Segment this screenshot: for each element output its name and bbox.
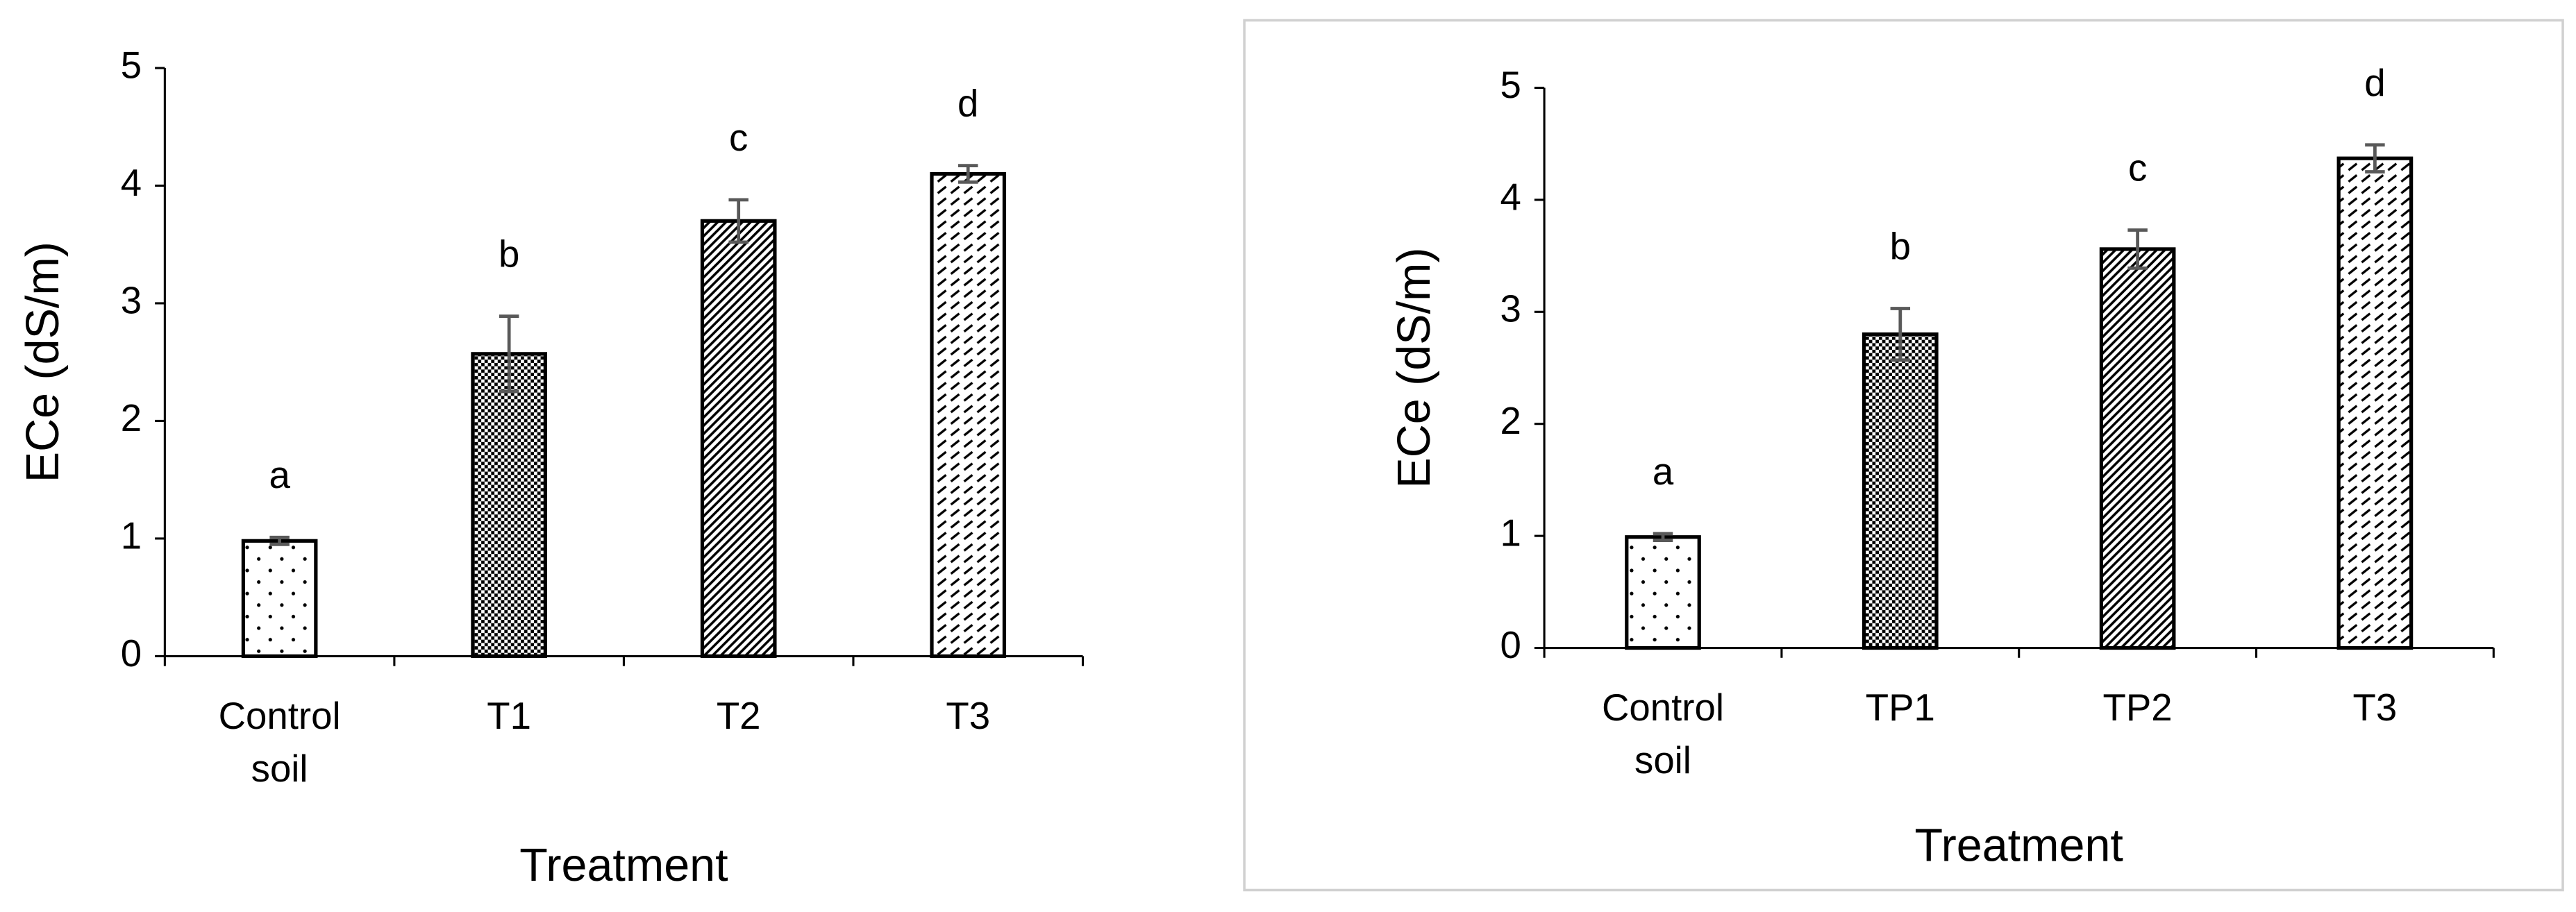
x-tick-label: T3: [946, 693, 991, 737]
annotation: d: [957, 83, 978, 125]
x-tick-label-box: T2: [574, 689, 903, 742]
error-bar: [728, 198, 748, 244]
bar: [471, 352, 547, 659]
x-tick-label-box: Control soil: [1498, 681, 1828, 786]
y-axis-title: ECe (dS/m): [1389, 247, 1440, 488]
bar: [1862, 332, 1939, 650]
error-bar: [1890, 307, 1911, 362]
annotation: b: [499, 233, 519, 276]
x-tick-label-wrap: T3: [803, 689, 1133, 742]
x-tick-label-box: TP2: [1973, 681, 2302, 734]
x-tick-label: TP2: [2102, 686, 2173, 729]
y-tick-label: 0: [121, 632, 142, 675]
y-tick-label: 5: [121, 44, 142, 86]
x-tick-label-wrap: T2: [574, 689, 903, 742]
x-tick-label-wrap: T1: [344, 689, 674, 742]
x-tick-label-box: T3: [803, 689, 1133, 742]
annotation: a: [1653, 450, 1674, 493]
y-tick-label: 4: [1500, 176, 1521, 218]
bar: [2099, 247, 2176, 650]
y-tick-label: 3: [1500, 288, 1521, 330]
y-tick-label: 0: [1500, 624, 1521, 666]
error-bar: [957, 164, 978, 184]
x-tick-label: TP1: [1865, 686, 1935, 729]
y-tick-label: 2: [1500, 400, 1521, 442]
x-tick-label-wrap: TP1: [1735, 681, 2065, 734]
x-tick-label-box: T1: [344, 689, 674, 742]
error-bar: [269, 535, 290, 546]
y-tick-label: 5: [1500, 64, 1521, 106]
x-tick-label-wrap: Control soil: [115, 689, 444, 795]
bar: [2336, 156, 2414, 650]
x-tick-label: T3: [2352, 686, 2398, 729]
y-tick-label: 1: [1500, 512, 1521, 555]
y-axis-title: ECe (dS/m): [17, 242, 69, 482]
x-tick-label-box: TP1: [1735, 681, 2065, 734]
x-tick-label-wrap: Control soil: [1498, 681, 1828, 786]
annotation: d: [2364, 62, 2385, 104]
error-bar: [499, 314, 519, 394]
annotation: c: [729, 117, 748, 159]
chart-border: [1243, 19, 2564, 892]
annotation: c: [2128, 146, 2147, 189]
x-tick-label-wrap: T3: [2210, 681, 2540, 734]
x-tick-label-box: Control soil: [115, 689, 444, 795]
bar: [241, 539, 318, 659]
x-tick-label: Control soil: [218, 693, 341, 790]
y-tick-label: 4: [121, 162, 142, 204]
error-bar: [2365, 143, 2385, 174]
x-axis-title: Treatment: [519, 840, 728, 891]
x-axis-title: Treatment: [1915, 820, 2123, 872]
x-tick-label-box: T3: [2210, 681, 2540, 734]
bar: [930, 171, 1007, 659]
x-tick-label-wrap: TP2: [1973, 681, 2302, 734]
y-tick-label: 2: [121, 397, 142, 439]
bar: [1625, 535, 1701, 650]
y-tick-label: 3: [121, 279, 142, 321]
x-tick-label: Control soil: [1601, 686, 1725, 782]
annotation: b: [1890, 225, 1911, 267]
x-tick-label: T2: [716, 693, 761, 737]
y-tick-label: 1: [121, 514, 142, 557]
annotation: a: [269, 454, 290, 496]
error-bar: [1653, 532, 1673, 542]
error-bar: [2127, 228, 2148, 270]
bar: [700, 219, 777, 659]
x-tick-label: T1: [487, 693, 532, 737]
